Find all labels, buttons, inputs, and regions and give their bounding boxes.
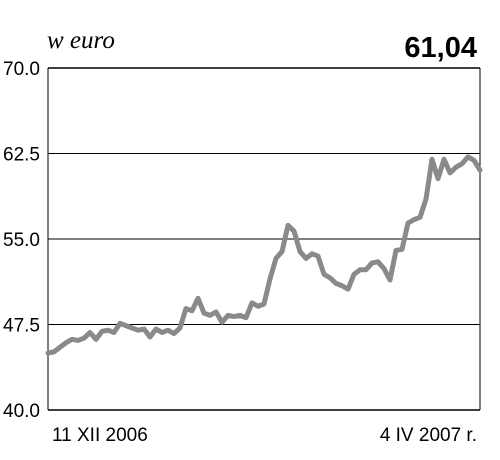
y-tick-label: 55.0 (3, 230, 40, 251)
price-series-line (45, 154, 483, 356)
y-tick-label: 62.5 (3, 145, 40, 166)
series-layer (45, 154, 483, 356)
unit-label: w euro (47, 27, 115, 54)
gridlines (48, 67, 480, 411)
y-axis-tick-labels: 70.0 62.5 55.0 47.5 40.0 (3, 59, 40, 422)
last-value-label: 61,04 (404, 32, 477, 64)
x-start-date-label: 11 XII 2006 (52, 425, 148, 446)
y-tick-label: 70.0 (3, 59, 40, 80)
y-tick-label: 40.0 (3, 401, 40, 422)
y-tick-label: 47.5 (3, 316, 40, 337)
x-end-date-label: 4 IV 2007 r. (380, 425, 477, 446)
